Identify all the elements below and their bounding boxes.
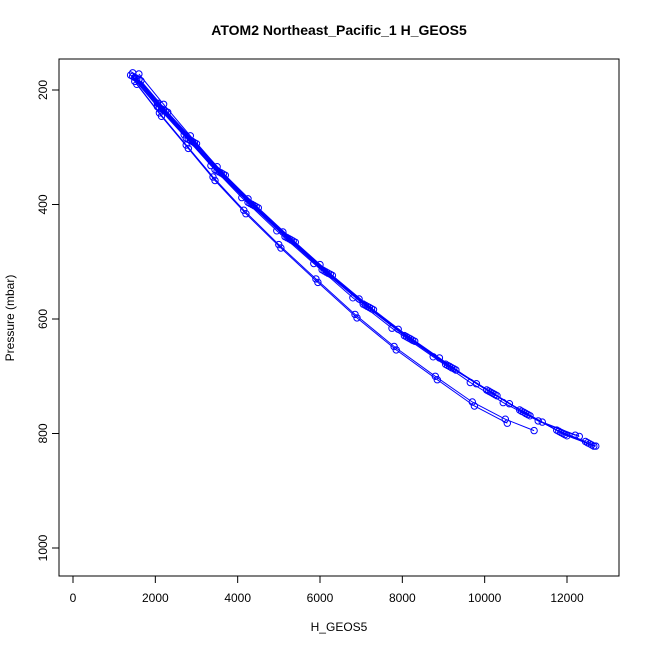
data-point	[277, 244, 285, 252]
y-axis-label: Pressure (mbar)	[3, 275, 17, 362]
y-tick-label: 400	[36, 194, 50, 214]
data-point	[211, 176, 219, 185]
data-point	[530, 426, 538, 435]
chart-title: ATOM2 Northeast_Pacific_1 H_GEOS5	[211, 22, 467, 38]
data-point	[153, 99, 162, 107]
series-line	[138, 73, 580, 437]
data-point	[388, 324, 396, 332]
data-point	[581, 437, 590, 446]
x-tick-label: 0	[70, 591, 77, 605]
x-tick-label: 12000	[550, 591, 584, 605]
data-point	[207, 161, 215, 170]
y-tick-label: 800	[36, 423, 50, 443]
data-point	[571, 431, 579, 439]
data-point	[180, 131, 188, 139]
data-point	[273, 227, 281, 235]
data-point	[353, 314, 361, 322]
data-point	[433, 376, 441, 384]
y-tick-label: 600	[36, 309, 50, 329]
series-group	[126, 69, 600, 450]
y-axis: 200 400 600 800 1000	[36, 80, 60, 561]
data-point	[470, 402, 479, 410]
data-point	[184, 144, 193, 153]
x-tick-label: 8000	[389, 591, 416, 605]
y-tick-label: 200	[36, 80, 50, 100]
x-tick-label: 10000	[468, 591, 502, 605]
x-tick-label: 6000	[307, 591, 334, 605]
data-point	[538, 418, 546, 426]
x-axis-label: H_GEOS5	[311, 620, 368, 634]
data-point	[592, 442, 600, 450]
data-point	[526, 412, 534, 420]
data-point	[242, 210, 250, 218]
x-tick-label: 4000	[224, 591, 251, 605]
data-point	[534, 417, 542, 425]
data-point	[575, 432, 583, 441]
series-line	[134, 81, 535, 432]
data-point	[310, 259, 318, 268]
data-point	[221, 171, 230, 180]
data-point	[392, 346, 400, 354]
data-point	[192, 140, 201, 148]
data-point	[133, 80, 141, 89]
data-point	[503, 419, 511, 427]
data-point	[466, 378, 474, 387]
data-point	[429, 353, 437, 361]
y-tick-label: 1000	[36, 534, 50, 561]
series-line	[132, 72, 576, 436]
data-point	[518, 407, 526, 415]
data-point	[553, 426, 561, 434]
data-point	[157, 112, 166, 121]
series-line	[136, 83, 508, 424]
data-point	[590, 442, 598, 450]
data-point	[499, 398, 507, 407]
data-point	[126, 71, 135, 79]
data-point	[238, 193, 246, 202]
x-tick-label: 2000	[142, 591, 169, 605]
x-axis: 0 2000 4000 6000 8000 10000 12000	[70, 575, 584, 605]
series-layer	[126, 69, 600, 450]
data-point	[349, 294, 357, 302]
data-point	[129, 69, 137, 77]
data-point	[314, 278, 322, 287]
